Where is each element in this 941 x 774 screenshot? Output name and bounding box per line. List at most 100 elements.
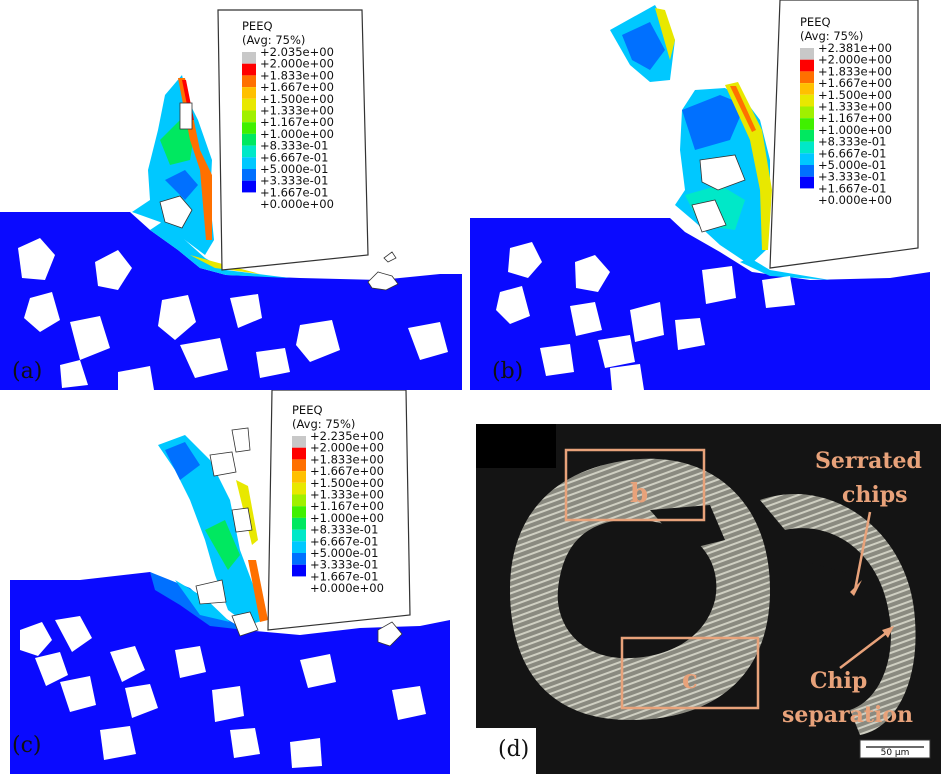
legend-value: +3.333e-01 <box>310 558 378 572</box>
legend-value: +8.333e-01 <box>310 523 378 537</box>
legend-swatch <box>800 118 814 130</box>
legend-swatch <box>800 176 814 189</box>
legend-value: +2.381e+00 <box>818 41 892 55</box>
legend-value: +1.833e+00 <box>310 452 384 466</box>
legend-value: +1.333e+00 <box>260 104 334 118</box>
legend-value: +0.000e+00 <box>818 193 892 207</box>
panel-label: (c) <box>12 733 42 758</box>
panel-c: (c) PEEQ (Avg: 75%) +2.235e+00 +2.000e+00… <box>0 390 470 774</box>
legend-value: +8.333e-01 <box>260 139 328 153</box>
legend-value: +5.000e-01 <box>310 546 378 560</box>
panel-b: (b) PEEQ (Avg: 75%) +2.381e+00 +2.000e+00… <box>470 0 941 390</box>
particles <box>496 242 795 390</box>
legend-value: +1.167e+00 <box>260 115 334 129</box>
legend-swatch <box>800 71 814 84</box>
scale-bar-label: 50 μm <box>881 748 910 758</box>
legend-value: +1.167e+00 <box>310 499 384 513</box>
legend-value: +1.000e+00 <box>818 123 892 137</box>
legend-swatch <box>800 165 814 177</box>
detail-box-c <box>620 636 760 710</box>
legend-swatch <box>800 59 814 72</box>
detail-box-c-label: c <box>682 665 698 695</box>
legend-title: PEEQ <box>800 15 831 29</box>
legend-swatch <box>800 106 814 119</box>
contour-legend: PEEQ (Avg: 75%) +2.235e+00+2.000e+00+1.8… <box>292 403 384 595</box>
legend-value: +5.000e-01 <box>260 162 328 176</box>
legend-value: +1.000e+00 <box>260 127 334 141</box>
legend-value: +1.667e-01 <box>310 569 378 583</box>
legend-swatch <box>292 494 306 507</box>
legend-swatch <box>242 157 256 169</box>
contour-legend: PEEQ (Avg: 75%) +2.381e+00+2.000e+00+1.8… <box>800 15 892 207</box>
panel-d: b c Serrated chips Chip separation 50 μm… <box>470 390 941 774</box>
legend-value: +1.833e+00 <box>260 68 334 82</box>
legend-swatch <box>292 529 306 542</box>
legend-swatch <box>800 153 814 165</box>
legend-swatch <box>292 517 306 530</box>
legend-swatch <box>800 83 814 95</box>
legend-swatch <box>242 87 256 99</box>
legend-value: +1.000e+00 <box>310 511 384 525</box>
particles <box>20 616 426 768</box>
contour-legend: PEEQ (Avg: 75%) +2.035e+00+2.000e+00+1.8… <box>242 19 334 211</box>
scale-bar <box>859 739 931 759</box>
panel-a: (a) PEEQ (Avg: 75%) +2.035e+00 +2.000e+00… <box>0 0 470 390</box>
legend-value: +1.667e+00 <box>818 76 892 90</box>
legend-swatch <box>292 447 306 460</box>
legend-swatch <box>242 98 256 111</box>
legend-swatch <box>292 506 306 518</box>
legend-swatch <box>242 75 256 88</box>
legend-swatch <box>242 169 256 181</box>
legend-value: +1.667e+00 <box>310 464 384 478</box>
legend-swatch <box>242 145 256 158</box>
legend-subtitle: (Avg: 75%) <box>800 29 863 43</box>
arrow-serrated <box>853 511 872 591</box>
legend-swatch <box>800 94 814 107</box>
legend-value: +2.235e+00 <box>310 429 384 443</box>
legend-subtitle: (Avg: 75%) <box>242 33 305 47</box>
legend-value: +1.667e-01 <box>260 185 328 199</box>
legend-swatch <box>292 541 306 553</box>
legend-value: +2.000e+00 <box>818 53 892 67</box>
legend-swatch <box>292 553 306 565</box>
arrow-separation <box>839 629 891 669</box>
legend-swatch <box>242 122 256 134</box>
legend-value: +1.833e+00 <box>818 64 892 78</box>
legend-value: +2.000e+00 <box>310 441 384 455</box>
legend-swatch <box>800 129 814 142</box>
legend-value: +1.167e+00 <box>818 111 892 125</box>
legend-value: +2.000e+00 <box>260 57 334 71</box>
detail-box-b <box>564 448 706 522</box>
legend-value: +3.333e-01 <box>818 170 886 184</box>
legend-swatch <box>242 180 256 193</box>
panel-label: (d) <box>498 737 529 762</box>
legend-subtitle: (Avg: 75%) <box>292 417 355 431</box>
legend-value: +1.500e+00 <box>818 88 892 102</box>
legend-value: +6.667e-01 <box>818 146 886 160</box>
legend-value: +6.667e-01 <box>260 150 328 164</box>
panel-label: (a) <box>12 359 42 384</box>
legend-value: +1.500e+00 <box>310 476 384 490</box>
legend-value: +5.000e-01 <box>818 158 886 172</box>
legend-value: +1.333e+00 <box>310 488 384 502</box>
legend-value: +3.333e-01 <box>260 174 328 188</box>
legend-value: +1.667e-01 <box>818 181 886 195</box>
legend-swatch <box>242 52 256 64</box>
annotation-chips: chips <box>842 482 908 508</box>
annotation-serrated: Serrated <box>815 448 922 474</box>
legend-swatch <box>242 63 256 76</box>
legend-swatch <box>292 459 306 472</box>
legend-title: PEEQ <box>242 19 273 33</box>
legend-swatch <box>292 482 306 495</box>
legend-swatch <box>292 564 306 577</box>
shear-zone <box>150 220 290 278</box>
legend-value: +1.500e+00 <box>260 92 334 106</box>
legend-value: +2.035e+00 <box>260 45 334 59</box>
legend-value: +1.667e+00 <box>260 80 334 94</box>
legend-swatch <box>800 48 814 60</box>
legend-value: +0.000e+00 <box>310 581 384 595</box>
particles <box>18 238 448 390</box>
legend-swatch <box>292 471 306 483</box>
legend-swatch <box>242 110 256 123</box>
legend-swatch <box>242 133 256 146</box>
